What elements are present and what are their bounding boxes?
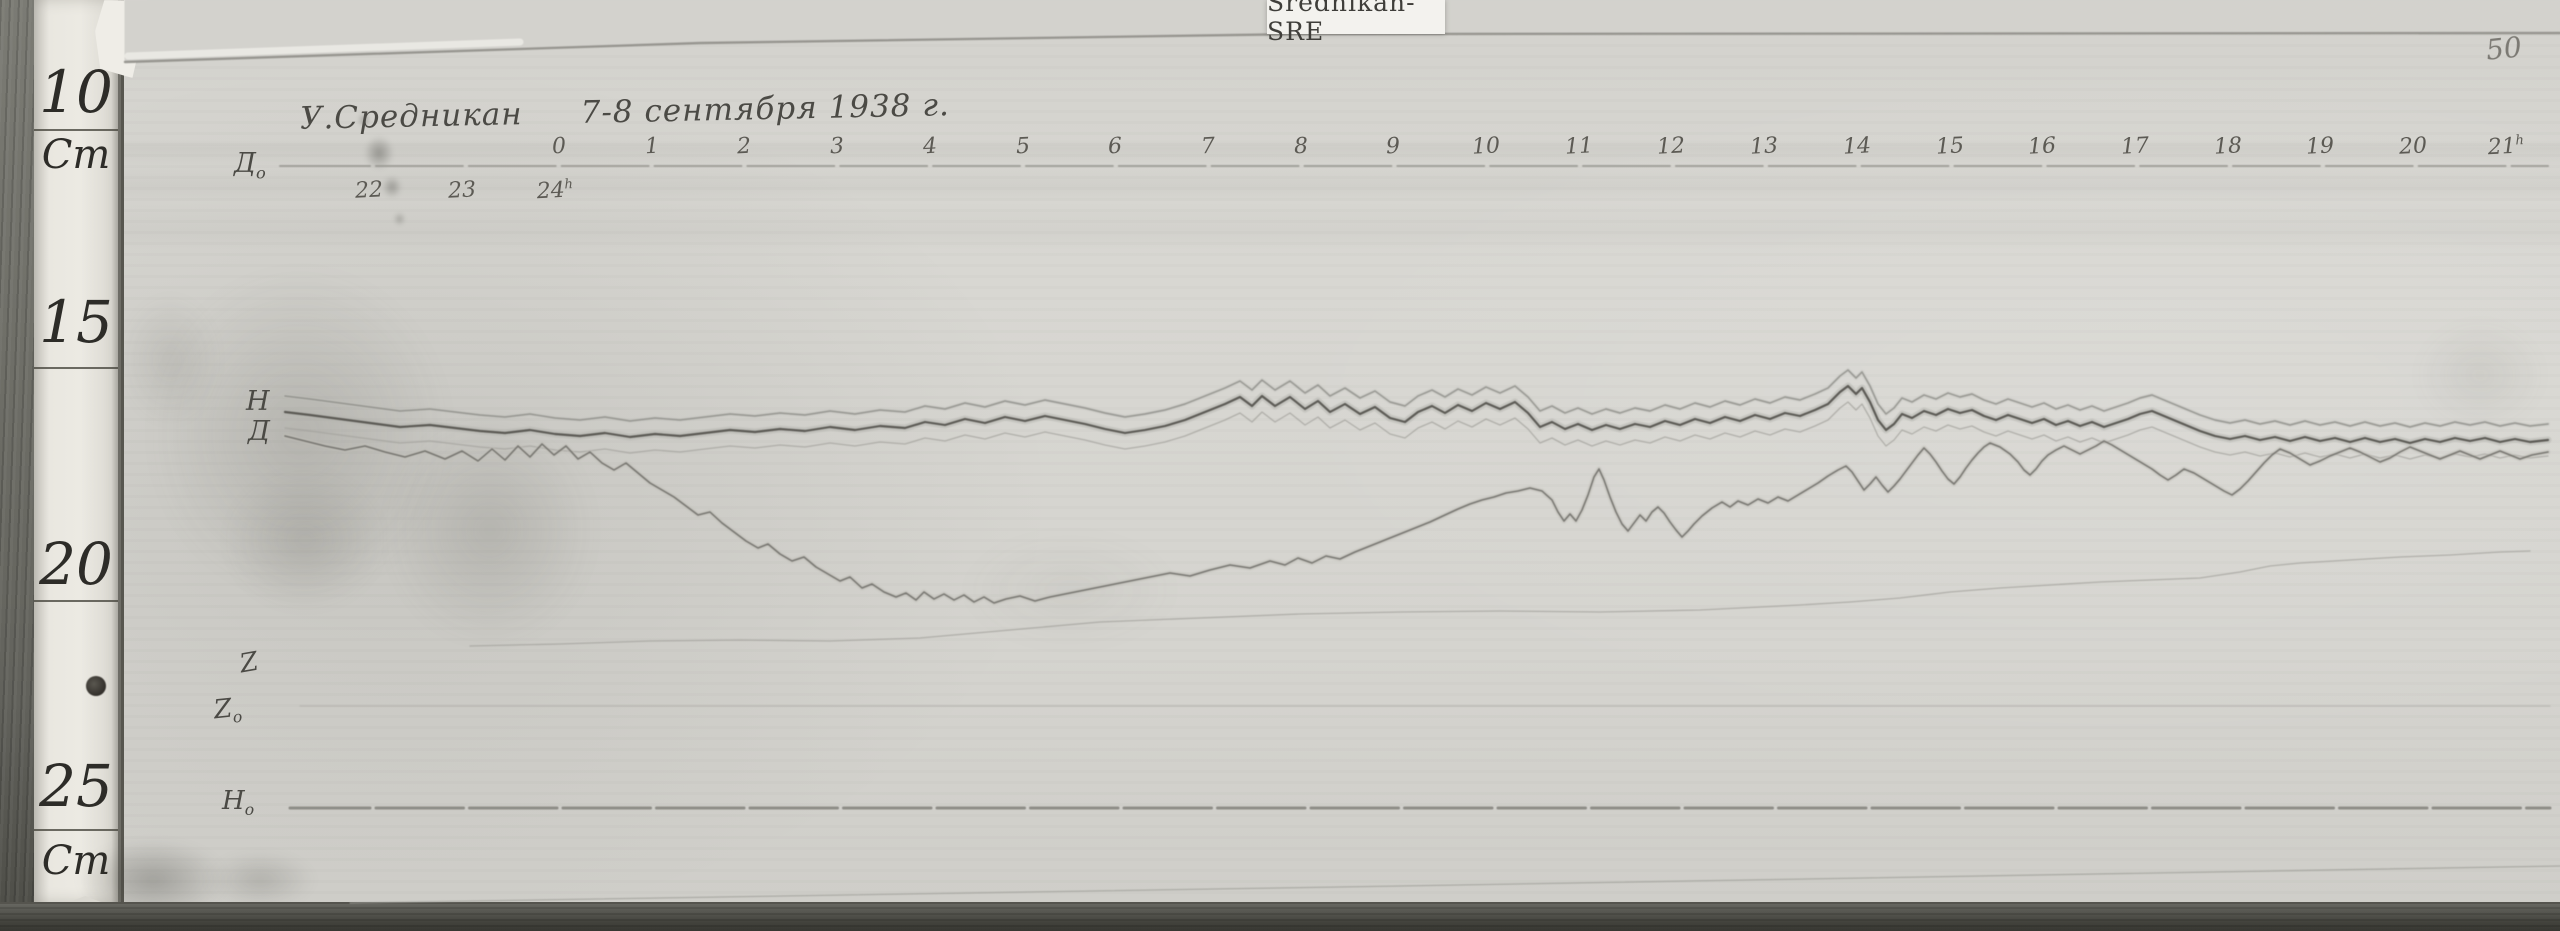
hour-label: 8 xyxy=(1292,133,1309,160)
ruler-mark-20: 20 xyxy=(39,530,113,598)
hour-label: 16 xyxy=(2027,133,2057,160)
ruler-unit-label: Cm xyxy=(41,132,111,178)
station-label-text: Srednikan-SRE xyxy=(1267,0,1416,46)
hour-label: 9 xyxy=(1385,133,1401,160)
h-trace-label: Н xyxy=(246,386,270,417)
h0-baseline-label: Нo xyxy=(222,786,255,820)
table-background-left xyxy=(0,0,34,931)
station-name: У.Средникан xyxy=(299,96,524,137)
ruler-hole xyxy=(86,676,106,696)
hour-superscript: h xyxy=(2514,133,2525,149)
ruler-mark-10: 10 xyxy=(39,58,113,126)
hour-label: 15 xyxy=(1934,133,1965,160)
hour-label: 19 xyxy=(2305,133,2335,160)
hour-label: 0 xyxy=(551,133,567,160)
hour-label: 5 xyxy=(1014,133,1031,160)
hour-label: 3 xyxy=(829,133,845,160)
photo-development-streaks xyxy=(124,0,2560,902)
hour-label: 7 xyxy=(1200,133,1216,160)
hour-label: 17 xyxy=(2120,133,2150,160)
z0-baseline-label: Zo xyxy=(212,693,244,727)
ruler-division xyxy=(34,600,118,602)
hour-label: 20 xyxy=(2398,133,2428,160)
hour-label: 1 xyxy=(644,133,660,160)
ruler-mark-15: 15 xyxy=(39,288,113,356)
table-background-bottom xyxy=(0,902,2560,931)
hour-label: 18 xyxy=(2212,133,2243,160)
hour-label: 2 xyxy=(736,133,753,160)
ruler-division xyxy=(34,829,118,831)
d0-baseline-label: Дo xyxy=(234,148,266,183)
d-trace-label: Д xyxy=(248,416,270,447)
hour-label: 14 xyxy=(1842,133,1872,160)
cm-ruler: 10 Cm 15 20 25 Cm xyxy=(34,0,121,902)
hour-label: 11 xyxy=(1564,133,1594,160)
station-label-chip: Srednikan-SRE xyxy=(1267,0,1445,46)
hour-label: 24h xyxy=(536,177,574,205)
ruler-mark-25: 25 xyxy=(39,752,113,820)
hour-label: 22 xyxy=(354,177,384,204)
hour-superscript: h xyxy=(564,177,574,193)
hour-label: 4 xyxy=(922,133,938,160)
hour-label: 12 xyxy=(1656,133,1687,160)
hour-label: 23 xyxy=(447,177,477,204)
hour-label: 13 xyxy=(1749,133,1779,160)
corner-page-number: 50 xyxy=(2484,30,2524,67)
hour-label: 21h xyxy=(2486,133,2525,161)
hour-label: 10 xyxy=(1471,133,1501,160)
ruler-unit-label: Cm xyxy=(41,838,111,884)
hour-label: 6 xyxy=(1107,133,1123,160)
ruler-division xyxy=(34,367,118,369)
record-sheet xyxy=(121,0,2560,902)
ruler-division xyxy=(34,129,118,131)
